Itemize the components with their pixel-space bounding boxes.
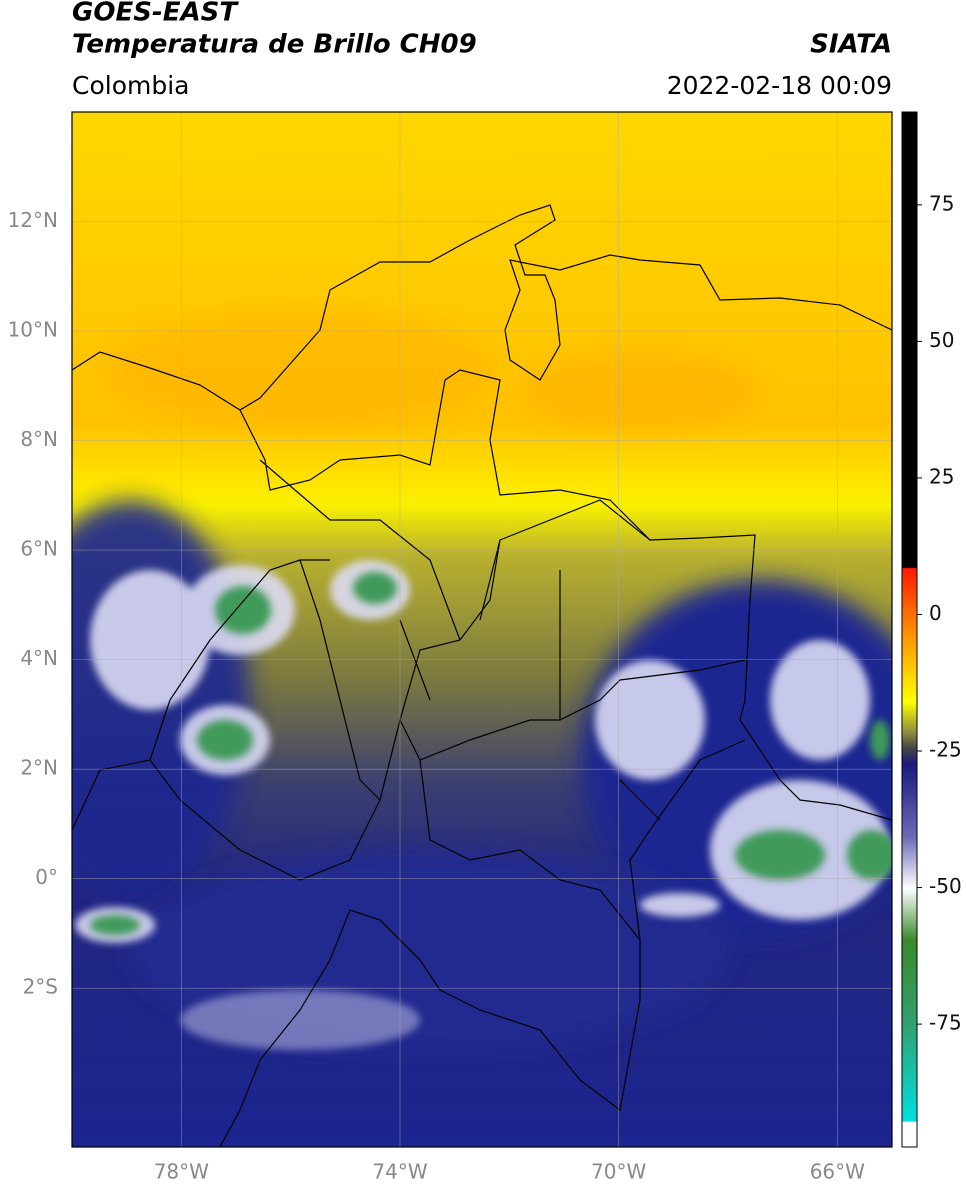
colorbar — [901, 111, 918, 1148]
x-tick-label: 70°W — [591, 1160, 646, 1184]
x-tick-label: 78°W — [154, 1160, 209, 1184]
colorbar-tick-label: -75 — [929, 1011, 962, 1035]
y-tick-label: 2°N — [20, 756, 58, 780]
grid — [72, 112, 892, 1147]
y-tick-label: 6°N — [20, 537, 58, 561]
y-tick-label: 2°S — [23, 975, 58, 999]
y-tick-label: 10°N — [8, 318, 58, 342]
colorbar-tick-label: 50 — [929, 328, 954, 352]
x-tick-label: 74°W — [372, 1160, 427, 1184]
map-frame — [71, 111, 893, 1148]
colorbar-tick-label: 0 — [929, 601, 942, 625]
datetime: 2022-02-18 00:09 — [667, 71, 892, 100]
x-tick-label: 66°W — [810, 1160, 865, 1184]
y-tick-label: 0° — [35, 865, 58, 889]
region: Colombia — [72, 71, 189, 100]
y-tick-label: 8°N — [20, 427, 58, 451]
title: Temperatura de Brillo CH09 — [72, 30, 477, 60]
satellite-image — [72, 112, 892, 1147]
colorbar-tick-label: -50 — [929, 874, 962, 898]
colorbar-tick-label: -25 — [929, 738, 962, 762]
source: SIATA — [810, 30, 892, 60]
title: GOES-EAST — [72, 0, 239, 28]
y-tick-label: 12°N — [8, 208, 58, 232]
colorbar-tick-label: 25 — [929, 464, 954, 488]
colorbar-tick-label: 75 — [929, 191, 954, 215]
y-tick-label: 4°N — [20, 646, 58, 670]
